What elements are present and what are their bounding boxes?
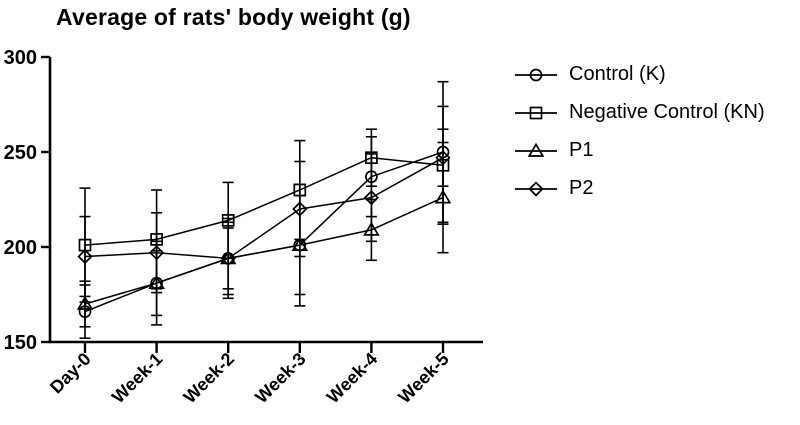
chart-title: Average of rats' body weight (g) xyxy=(56,4,411,30)
series-markers-negative-control-kn xyxy=(78,151,450,252)
square-marker-icon xyxy=(515,106,557,119)
x-tick-label: Week-1 xyxy=(108,349,166,407)
x-tick-label: Week-5 xyxy=(394,349,452,407)
error-bars xyxy=(79,80,449,340)
legend-label-p1: P1 xyxy=(569,139,594,161)
series-markers-p1 xyxy=(76,189,452,310)
legend-label-negative-control-kn: Negative Control (KN) xyxy=(569,101,765,123)
x-axis-ticks: Day-0 Week-1 Week-2 Week-3 Week-4 Week-5 xyxy=(46,342,453,407)
legend-item-p1: P1 xyxy=(514,138,765,163)
y-tick-label: 150 xyxy=(4,332,37,354)
legend: Control (K) Negative Control (KN) P1 P2 xyxy=(514,62,765,201)
y-axis-ticks: 150 200 250 300 xyxy=(4,47,50,354)
x-tick-label: Week-3 xyxy=(251,349,309,407)
y-tick-label: 200 xyxy=(4,237,37,259)
diamond-marker-icon xyxy=(515,180,557,197)
legend-item-control-k: Control (K) xyxy=(514,62,765,87)
x-tick-label: Week-4 xyxy=(323,349,381,407)
series-line-p2 xyxy=(84,157,444,260)
y-tick-label: 300 xyxy=(4,47,37,69)
legend-label-control-k: Control (K) xyxy=(569,63,666,85)
series-line-p1 xyxy=(84,196,444,305)
circle-marker-icon xyxy=(515,68,557,81)
triangle-marker-icon xyxy=(515,142,557,157)
series-markers-p2 xyxy=(77,150,451,267)
series-line-negative-control-kn xyxy=(84,156,444,246)
x-tick-label: Day-0 xyxy=(46,349,95,398)
legend-label-p2: P2 xyxy=(569,177,594,199)
x-tick-label: Week-2 xyxy=(180,349,238,407)
y-tick-label: 250 xyxy=(4,142,37,164)
legend-item-p2: P2 xyxy=(514,176,765,201)
legend-item-negative-control-kn: Negative Control (KN) xyxy=(514,100,765,125)
